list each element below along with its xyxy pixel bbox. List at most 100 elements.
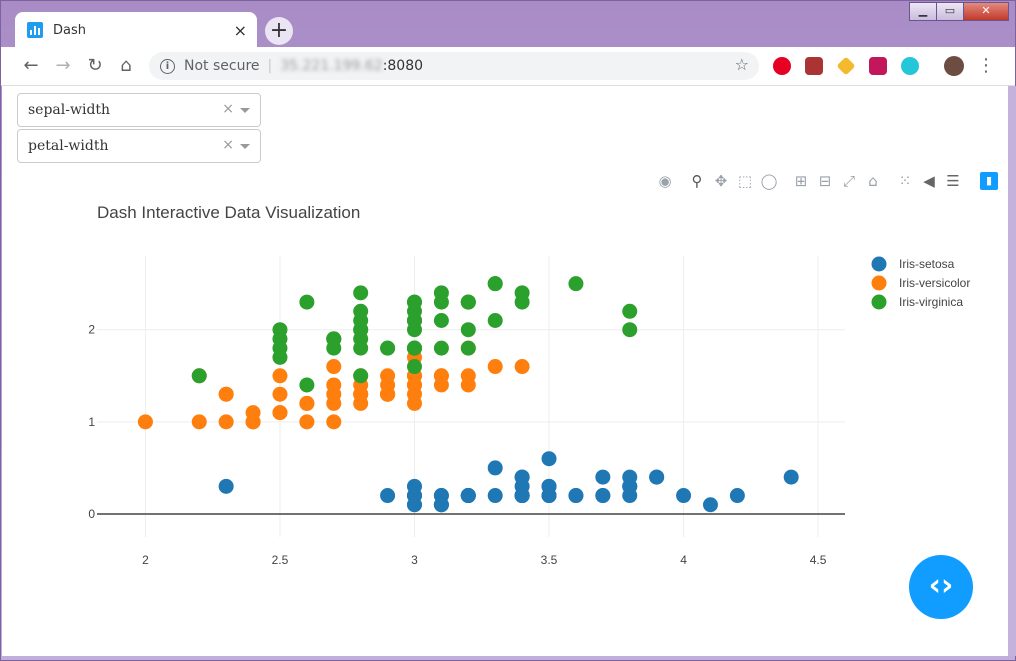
close-window-button[interactable]: ✕ — [963, 2, 1009, 21]
data-point[interactable] — [137, 414, 153, 430]
reload-icon[interactable]: ↻ — [87, 55, 103, 76]
new-tab-button[interactable]: + — [265, 17, 293, 45]
data-point[interactable] — [326, 359, 342, 375]
profile-avatar[interactable] — [944, 56, 964, 76]
data-point[interactable] — [487, 460, 503, 476]
data-point[interactable] — [218, 478, 234, 494]
zoom-in-icon[interactable]: ⊞ — [794, 172, 808, 190]
legend-label[interactable]: Iris-setosa — [899, 257, 955, 271]
menu-icon[interactable]: ⋮ — [977, 55, 995, 76]
lasso-icon[interactable]: ◯ — [760, 172, 778, 190]
pdf-icon[interactable] — [805, 57, 823, 75]
data-point[interactable] — [622, 322, 638, 338]
data-point[interactable] — [622, 469, 638, 485]
tab-close-icon[interactable]: × — [233, 20, 247, 40]
info-icon[interactable]: i — [160, 58, 175, 74]
data-point[interactable] — [595, 469, 611, 485]
data-point[interactable] — [622, 488, 638, 504]
browser-tab[interactable]: Dash × — [15, 12, 257, 48]
data-point[interactable] — [326, 386, 342, 402]
data-point[interactable] — [218, 414, 234, 430]
clear-icon[interactable]: × — [222, 101, 234, 117]
data-point[interactable] — [353, 285, 369, 301]
binance-icon[interactable] — [836, 56, 856, 76]
data-point[interactable] — [433, 294, 449, 310]
zoom-out-icon[interactable]: ⊟ — [818, 172, 832, 190]
data-point[interactable] — [460, 488, 476, 504]
data-point[interactable] — [433, 312, 449, 328]
legend-marker[interactable] — [871, 275, 887, 291]
data-point[interactable] — [406, 359, 422, 375]
minimize-button[interactable]: ▁ — [909, 2, 937, 21]
plotly-logo-icon[interactable]: ▮ — [980, 172, 998, 190]
home-icon[interactable]: ⌂ — [120, 55, 132, 76]
camera-icon[interactable]: ◉ — [658, 172, 672, 190]
address-bar[interactable]: i Not secure | 35.221.199.62 :8080 ☆ — [149, 52, 759, 80]
data-point[interactable] — [649, 469, 665, 485]
data-point[interactable] — [353, 368, 369, 384]
data-point[interactable] — [460, 294, 476, 310]
data-point[interactable] — [218, 386, 234, 402]
data-point[interactable] — [541, 478, 557, 494]
data-point[interactable] — [272, 386, 288, 402]
zoom-icon[interactable]: ⚲ — [691, 172, 703, 190]
data-point[interactable] — [191, 368, 207, 384]
data-point[interactable] — [595, 488, 611, 504]
data-point[interactable] — [514, 294, 530, 310]
data-point[interactable] — [487, 276, 503, 292]
data-point[interactable] — [353, 331, 369, 347]
data-point[interactable] — [299, 377, 315, 393]
chevron-down-icon[interactable] — [240, 108, 250, 113]
chevron-down-icon[interactable] — [240, 144, 250, 149]
data-point[interactable] — [783, 469, 799, 485]
data-point[interactable] — [406, 395, 422, 411]
extension-icon[interactable] — [869, 57, 887, 75]
data-point[interactable] — [702, 497, 718, 513]
data-point[interactable] — [353, 303, 369, 319]
data-point[interactable] — [380, 488, 396, 504]
data-point[interactable] — [380, 386, 396, 402]
legend-marker[interactable] — [871, 294, 887, 310]
data-point[interactable] — [676, 488, 692, 504]
data-point[interactable] — [272, 331, 288, 347]
data-point[interactable] — [433, 368, 449, 384]
reset-axes-icon[interactable]: ⌂ — [868, 172, 878, 190]
data-point[interactable] — [622, 303, 638, 319]
data-point[interactable] — [272, 405, 288, 421]
data-point[interactable] — [245, 414, 261, 430]
x-axis-dropdown[interactable]: sepal-width × — [17, 93, 261, 127]
vpn-icon[interactable] — [901, 57, 919, 75]
data-point[interactable] — [433, 340, 449, 356]
spike-lines-icon[interactable]: ⁙ — [898, 172, 912, 190]
data-point[interactable] — [729, 488, 745, 504]
data-point[interactable] — [514, 359, 530, 375]
data-point[interactable] — [514, 488, 530, 504]
data-point[interactable] — [406, 478, 422, 494]
maximize-button[interactable]: ▭ — [936, 2, 964, 21]
data-point[interactable] — [487, 488, 503, 504]
data-point[interactable] — [460, 322, 476, 338]
data-point[interactable] — [460, 368, 476, 384]
data-point[interactable] — [406, 377, 422, 393]
data-point[interactable] — [326, 414, 342, 430]
data-point[interactable] — [326, 331, 342, 347]
forward-icon[interactable]: → — [55, 55, 71, 76]
data-point[interactable] — [541, 451, 557, 467]
data-point[interactable] — [380, 368, 396, 384]
data-point[interactable] — [299, 395, 315, 411]
data-point[interactable] — [568, 276, 584, 292]
data-point[interactable] — [487, 312, 503, 328]
legend-label[interactable]: Iris-virginica — [899, 295, 963, 309]
hover-closest-icon[interactable]: ◀ — [923, 172, 935, 190]
back-icon[interactable]: ← — [23, 55, 39, 76]
clear-icon[interactable]: × — [222, 137, 234, 153]
legend-label[interactable]: Iris-versicolor — [899, 276, 970, 290]
data-point[interactable] — [299, 414, 315, 430]
box-select-icon[interactable]: ⬚ — [737, 172, 753, 190]
data-point[interactable] — [568, 488, 584, 504]
data-point[interactable] — [460, 340, 476, 356]
legend-marker[interactable] — [871, 256, 887, 272]
pinterest-icon[interactable] — [773, 57, 791, 75]
data-point[interactable] — [353, 386, 369, 402]
data-point[interactable] — [487, 359, 503, 375]
